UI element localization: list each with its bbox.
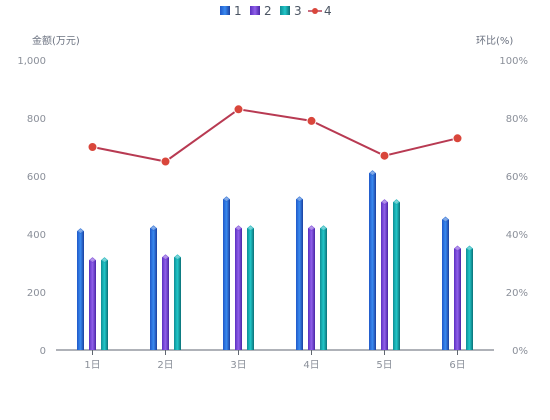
- bar-series-2: [162, 257, 169, 350]
- legend: 1 2 3 4: [220, 4, 332, 18]
- y-left-tick-label: 400: [27, 230, 46, 241]
- x-tick-label: 3日: [230, 360, 246, 371]
- y-left-tick-label: 800: [27, 114, 46, 125]
- legend-label: 1: [234, 4, 242, 18]
- bar-top-highlight: [224, 197, 229, 202]
- legend-label: 3: [294, 4, 302, 18]
- line-point: [379, 150, 390, 161]
- x-tick-label: 4日: [303, 360, 319, 371]
- bar-series-1: [77, 231, 84, 350]
- bar-series-3: [393, 202, 400, 350]
- x-tick-label: 5日: [376, 360, 392, 371]
- bar-top-series-1: [369, 170, 376, 177]
- bar-top-highlight: [175, 255, 180, 260]
- y-right-tick-label: 100%: [499, 56, 528, 67]
- bar-series-3: [101, 260, 108, 350]
- bar-series-1: [223, 199, 230, 350]
- x-ticks: 1日 2日 3日 4日 5日 6日: [84, 350, 466, 371]
- bar-top-series-1: [150, 225, 157, 232]
- bar-top-highlight: [248, 226, 253, 231]
- bar-top-highlight: [78, 229, 83, 234]
- line-point: [233, 104, 244, 115]
- line-point: [87, 142, 98, 152]
- y-right-ticks: 0% 20% 40% 60% 80% 100%: [499, 56, 528, 357]
- legend-label: 2: [264, 4, 272, 18]
- bar-top-highlight: [443, 217, 448, 222]
- bar-top-series-2: [381, 199, 388, 206]
- bar-top-series-2: [89, 257, 96, 264]
- bar-top-series-2: [162, 254, 169, 261]
- y-right-tick-label: 40%: [506, 230, 528, 241]
- bar-top-highlight: [394, 200, 399, 205]
- bar-series-2: [381, 202, 388, 350]
- bars: [77, 170, 473, 350]
- y-right-tick-label: 60%: [506, 172, 528, 183]
- bar-series-1: [442, 219, 449, 350]
- line-series-4: [92, 108, 458, 163]
- bar-top-series-3: [247, 225, 254, 232]
- legend-label: 4: [324, 4, 332, 18]
- y-left-tick-label: 1,000: [17, 56, 46, 67]
- line-series: [87, 104, 463, 167]
- y-right-tick-label: 0%: [512, 346, 528, 357]
- y-left-ticks: 0 200 400 600 800 1,000: [17, 56, 46, 357]
- bar-top-highlight: [321, 226, 326, 231]
- y-left-tick-label: 600: [27, 172, 46, 183]
- bar-top-series-1: [223, 196, 230, 203]
- bar-top-series-1: [442, 216, 449, 223]
- bar-top-series-1: [77, 228, 84, 235]
- bar-series-3: [247, 228, 254, 350]
- line-point: [160, 156, 171, 167]
- bar-top-highlight: [370, 171, 375, 176]
- bar-series-3: [466, 248, 473, 350]
- bar-top-highlight: [309, 226, 314, 231]
- legend-point-swatch: [312, 8, 318, 14]
- y-right-tick-label: 80%: [506, 114, 528, 125]
- line-point: [306, 115, 317, 126]
- bar-series-1: [150, 228, 157, 350]
- bar-series-1: [369, 173, 376, 350]
- y-left-axis-title: 金额(万元): [32, 34, 80, 47]
- x-tick-label: 6日: [449, 360, 465, 371]
- bar-top-highlight: [90, 258, 95, 263]
- bar-series-3: [174, 257, 181, 350]
- bar-top-highlight: [455, 246, 460, 251]
- bar-top-series-2: [308, 225, 315, 232]
- bar-top-series-2: [235, 225, 242, 232]
- bar-top-highlight: [297, 197, 302, 202]
- bar-top-highlight: [467, 246, 472, 251]
- x-tick-label: 1日: [84, 360, 100, 371]
- bar-series-2: [454, 248, 461, 350]
- y-left-tick-label: 0: [40, 346, 46, 357]
- bar-series-2: [308, 228, 315, 350]
- bar-series-1: [296, 199, 303, 350]
- legend-swatch-series-2: [250, 6, 260, 15]
- bar-top-series-3: [466, 245, 473, 252]
- legend-swatch-series-3: [280, 6, 290, 15]
- bar-top-series-3: [320, 225, 327, 232]
- bar-top-highlight: [151, 226, 156, 231]
- x-tick-label: 2日: [157, 360, 173, 371]
- bar-top-highlight: [102, 258, 107, 263]
- bar-series-2: [235, 228, 242, 350]
- bar-top-series-3: [393, 199, 400, 206]
- bar-top-series-2: [454, 245, 461, 252]
- bar-top-series-3: [174, 254, 181, 261]
- y-right-axis-title: 环比(%): [476, 35, 513, 47]
- bar-top-series-1: [296, 196, 303, 203]
- bar-series-3: [320, 228, 327, 350]
- legend-swatch-series-1: [220, 6, 230, 15]
- bar-top-highlight: [163, 255, 168, 260]
- y-right-tick-label: 20%: [506, 288, 528, 299]
- y-left-tick-label: 200: [27, 288, 46, 299]
- bar-top-series-3: [101, 257, 108, 264]
- line-point: [452, 133, 463, 144]
- bar-top-highlight: [382, 200, 387, 205]
- bar-series-2: [89, 260, 96, 350]
- bar-top-highlight: [236, 226, 241, 231]
